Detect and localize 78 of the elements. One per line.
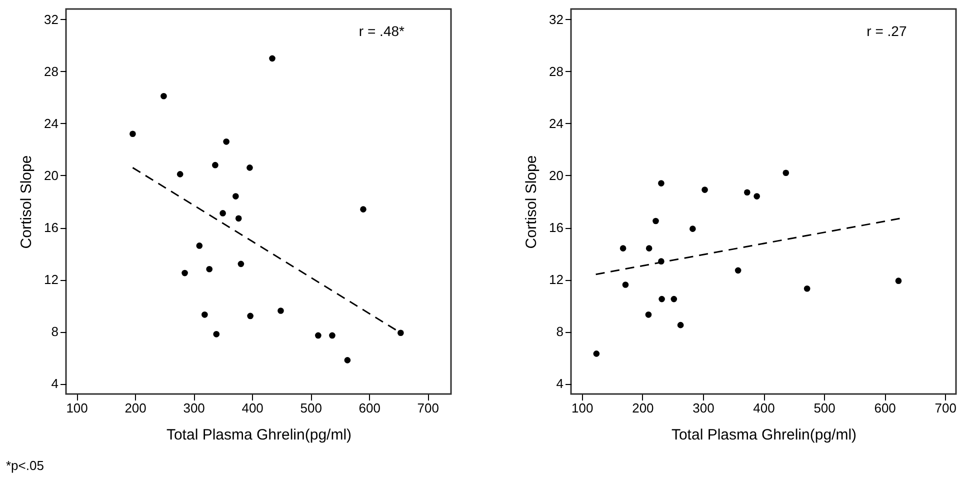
y-tick-label: 24: [44, 116, 58, 131]
point: [593, 350, 600, 357]
point: [278, 308, 284, 314]
x-tick-label: 500: [814, 400, 836, 416]
x-axis-title: Total Plasma Ghrelin(pg/ml): [166, 426, 352, 444]
point: [315, 332, 322, 339]
point: [702, 186, 708, 193]
y-tick-label: 32: [549, 12, 564, 27]
x-tick-label: 300: [692, 400, 714, 416]
point: [213, 331, 220, 338]
point: [247, 312, 254, 320]
y-tick-label: 12: [549, 272, 564, 288]
y-tick-label: 4: [51, 376, 58, 392]
x-tick-label: 400: [753, 400, 775, 416]
y-tick-label: 20: [549, 168, 564, 183]
annotation: r = .48*: [358, 23, 406, 40]
point: [734, 267, 742, 274]
y-tick-label: 24: [549, 116, 564, 131]
x-tick-label: 600: [874, 400, 896, 416]
point: [754, 193, 760, 200]
text: *p<.05: [6, 458, 44, 473]
point: [246, 164, 253, 171]
x-axis-title: Total Plasma Ghrelin(pg/ml): [671, 426, 857, 444]
y-tick-label: 16: [44, 220, 58, 236]
point: [645, 312, 652, 318]
point: [360, 206, 366, 212]
point: [235, 215, 242, 222]
point: [344, 357, 351, 364]
point: [269, 55, 276, 62]
point: [160, 92, 167, 100]
x-tick-label: 500: [300, 400, 322, 416]
point: [176, 171, 184, 178]
point: [182, 270, 188, 276]
point: [223, 138, 230, 145]
point: [206, 266, 213, 272]
point: [677, 322, 684, 328]
point: [220, 210, 226, 216]
x-tick-label: 600: [358, 400, 380, 416]
y-tick-label: 32: [44, 12, 58, 27]
point: [130, 130, 136, 138]
y-tick-label: 28: [44, 64, 58, 79]
point: [620, 245, 626, 252]
y-tick-label: 20: [44, 168, 58, 183]
y-tick-label: 12: [44, 272, 58, 288]
y-tick-label: 8: [51, 324, 58, 340]
point: [658, 180, 664, 186]
y-tick-label: 16: [549, 220, 564, 236]
point: [232, 193, 239, 200]
y-tick-label: 28: [549, 64, 564, 79]
x-tick-label: 100: [66, 400, 88, 416]
x-tick-label: 200: [124, 400, 146, 416]
y-axis-title: Cortisol Slope: [523, 155, 540, 249]
point: [652, 218, 659, 224]
point: [658, 296, 665, 302]
point: [238, 260, 244, 268]
x-tick-label: 700: [417, 400, 439, 416]
x-tick-label: 300: [183, 400, 205, 416]
x-tick-label: 100: [572, 400, 594, 416]
point: [744, 189, 750, 196]
x-tick-label: 200: [632, 400, 654, 416]
point: [398, 330, 404, 336]
point: [202, 312, 208, 318]
point: [804, 285, 810, 292]
point: [646, 245, 652, 252]
point: [782, 170, 790, 176]
point: [622, 282, 629, 288]
x-tick-label: 700: [934, 400, 956, 416]
point: [690, 226, 696, 232]
x-tick-label: 400: [242, 400, 264, 416]
y-axis-title: Cortisol Slope: [18, 155, 36, 249]
point: [895, 278, 902, 284]
annotation: r = .27: [866, 23, 907, 40]
point: [196, 242, 203, 249]
point: [212, 162, 218, 168]
point: [329, 332, 336, 339]
y-tick-label: 8: [556, 324, 564, 340]
y-tick-label: 4: [556, 376, 564, 392]
point: [670, 296, 678, 302]
